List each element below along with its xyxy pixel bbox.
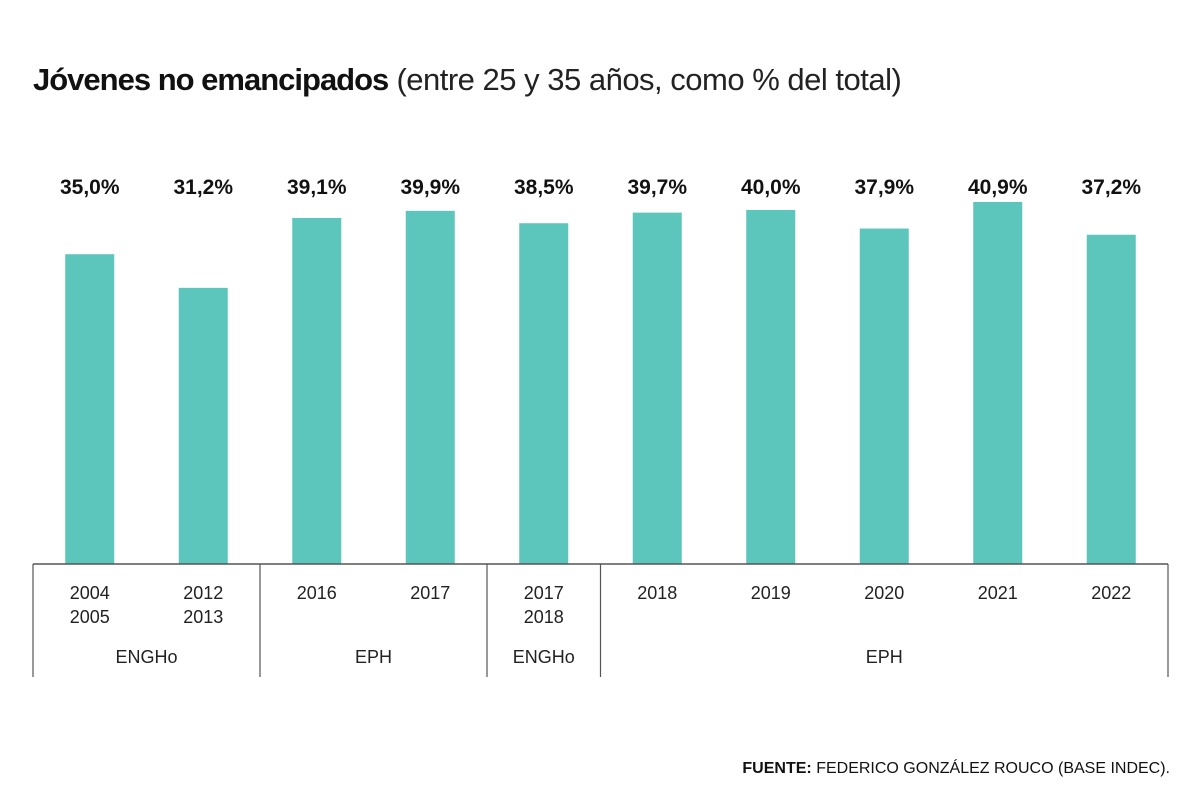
- source-text: FEDERICO GONZÁLEZ ROUCO (BASE INDEC).: [816, 760, 1170, 777]
- bar: [178, 287, 228, 564]
- x-tick-label: 2021: [978, 583, 1018, 603]
- value-label: 31,2%: [173, 176, 233, 199]
- group-label: ENGHo: [513, 647, 575, 667]
- group-label: EPH: [866, 647, 903, 667]
- bar: [632, 212, 682, 564]
- x-tick-label: 2013: [183, 607, 223, 627]
- source-note: FUENTE: FEDERICO GONZÁLEZ ROUCO (BASE IN…: [742, 760, 1170, 778]
- source-label: FUENTE:: [742, 760, 812, 777]
- chart-title: Jóvenes no emancipados (entre 25 y 35 añ…: [33, 62, 902, 98]
- x-tick-label: 2016: [297, 583, 337, 603]
- chart-title-subtitle: (entre 25 y 35 años, como % del total): [396, 62, 902, 97]
- bar: [973, 202, 1023, 564]
- value-label: 37,9%: [854, 176, 914, 199]
- x-tick-label: 2019: [751, 583, 791, 603]
- value-label: 40,9%: [968, 176, 1028, 199]
- value-label: 39,7%: [627, 176, 687, 199]
- x-tick-label: 2020: [864, 583, 904, 603]
- x-tick-label: 2018: [524, 607, 564, 627]
- x-tick-label: 2004: [70, 583, 110, 603]
- bar: [519, 223, 569, 564]
- bar: [1086, 234, 1136, 564]
- group-label: EPH: [355, 647, 392, 667]
- x-tick-label: 2005: [70, 607, 110, 627]
- bar: [65, 254, 115, 565]
- value-label: 39,9%: [400, 176, 460, 199]
- value-label: 40,0%: [741, 176, 801, 199]
- bar: [292, 217, 342, 565]
- value-label: 37,2%: [1081, 176, 1141, 199]
- group-label: ENGHo: [115, 647, 177, 667]
- bar: [405, 210, 455, 564]
- value-label: 39,1%: [287, 176, 347, 199]
- x-tick-label: 2022: [1091, 583, 1131, 603]
- x-tick-label: 2017: [524, 583, 564, 603]
- x-tick-label: 2012: [183, 583, 223, 603]
- value-label: 35,0%: [60, 176, 120, 199]
- chart-title-main: Jóvenes no emancipados: [33, 62, 389, 97]
- bar: [746, 209, 796, 565]
- bar: [859, 228, 909, 565]
- x-tick-label: 2017: [410, 583, 450, 603]
- x-tick-label: 2018: [637, 583, 677, 603]
- value-label: 38,5%: [514, 176, 574, 199]
